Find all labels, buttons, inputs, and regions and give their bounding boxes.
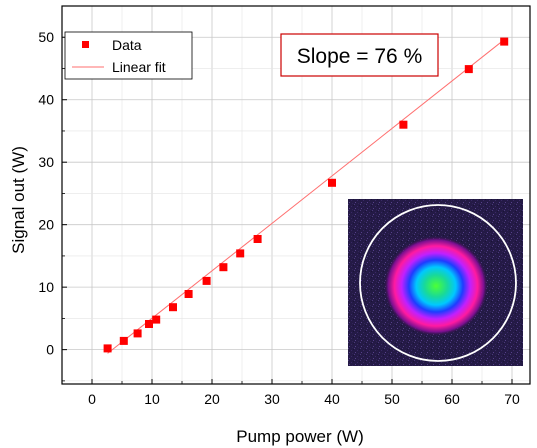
x-tick-label: 10 <box>144 391 160 407</box>
x-tick-label: 0 <box>88 391 96 407</box>
y-tick-label: 30 <box>38 154 54 170</box>
data-point <box>184 290 193 298</box>
data-point <box>236 249 245 258</box>
data-point <box>133 329 142 338</box>
x-tick-label: 70 <box>504 391 520 407</box>
beam-profile-image <box>348 199 523 366</box>
legend: Data Linear fit <box>64 31 193 80</box>
data-point <box>103 344 112 353</box>
slope-annotation: Slope = 76 % <box>280 33 439 77</box>
y-axis-label: Signal out (W) <box>9 146 28 254</box>
data-point <box>119 336 128 345</box>
x-tick-label: 30 <box>264 391 280 407</box>
series-data <box>103 37 509 353</box>
x-tick-label: 40 <box>324 391 340 407</box>
legend-box <box>64 31 193 80</box>
y-tick-label: 10 <box>38 279 54 295</box>
slope-annotation-box <box>280 33 439 77</box>
plot-frame <box>61 5 531 385</box>
y-tick-label: 20 <box>38 217 54 233</box>
data-point <box>399 120 408 129</box>
slope-annotation-text: Slope = 76 % <box>297 45 423 68</box>
x-tick-labels: 0 10 20 30 40 50 60 70 <box>88 391 520 407</box>
data-point <box>202 276 211 285</box>
data-point <box>253 235 262 243</box>
data-point <box>219 263 228 272</box>
legend-marker-data <box>82 41 89 48</box>
x-axis-label: Pump power (W) <box>236 427 364 446</box>
beam-spot <box>384 236 488 336</box>
aperture-circle <box>359 204 517 362</box>
x-tick-label: 60 <box>444 391 460 407</box>
data-point <box>328 178 336 187</box>
data-point <box>169 303 177 312</box>
legend-label-data: Data <box>112 37 142 53</box>
data-point <box>464 65 473 74</box>
y-tick-labels: 0 10 20 30 40 50 <box>38 29 54 357</box>
axis-ticks <box>61 5 513 384</box>
legend-label-linear-fit: Linear fit <box>112 59 166 75</box>
x-tick-label: 20 <box>204 391 220 407</box>
data-point <box>145 320 153 328</box>
x-tick-label: 50 <box>384 391 400 407</box>
y-tick-label: 40 <box>38 92 54 108</box>
y-tick-label: 50 <box>38 29 54 45</box>
y-tick-label: 0 <box>46 342 54 358</box>
data-point <box>152 315 161 324</box>
data-point <box>500 37 509 46</box>
series-linear-fit <box>107 39 505 354</box>
